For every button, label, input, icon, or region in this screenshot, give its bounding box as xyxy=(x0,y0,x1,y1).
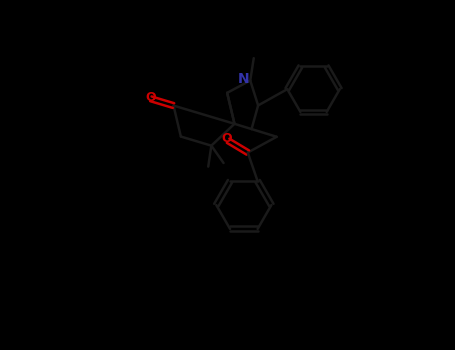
Text: O: O xyxy=(146,91,156,104)
Text: O: O xyxy=(221,132,232,146)
Text: N: N xyxy=(238,72,250,86)
